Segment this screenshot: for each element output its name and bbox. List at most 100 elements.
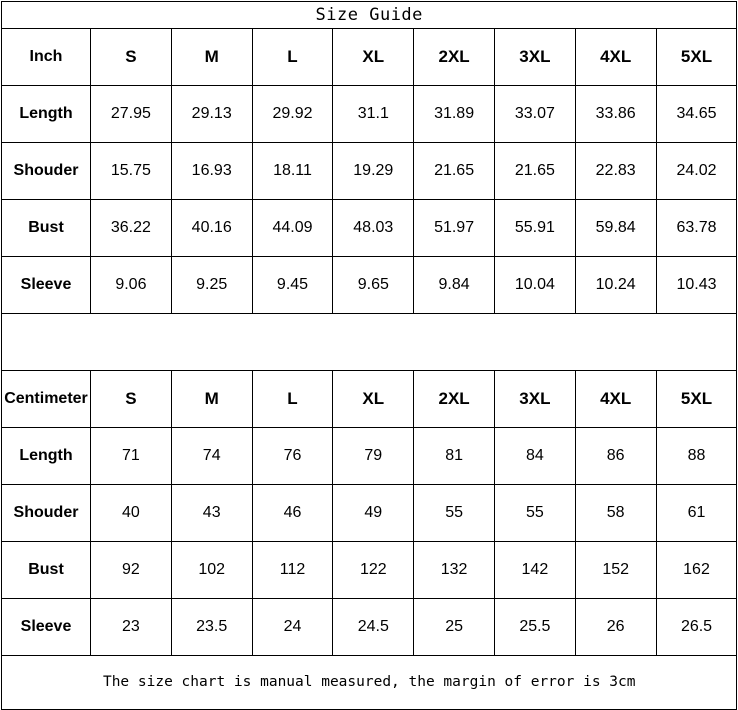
cell-sleeve-cm-3xl: 25.5 xyxy=(493,598,576,656)
cell-bust-cm-5xl: 162 xyxy=(655,541,738,599)
size-header-3xl: 3XL xyxy=(493,28,576,86)
cell-sleeve-cm-m: 23.5 xyxy=(170,598,253,656)
size-header-cm-4xl: 4XL xyxy=(574,370,657,428)
cell-bust-cm-xl: 122 xyxy=(332,541,415,599)
cell-bust-cm-l: 112 xyxy=(251,541,334,599)
cell-sleeve-inch-s: 9.06 xyxy=(90,256,172,314)
cell-sleeve-cm-2xl: 25 xyxy=(413,598,495,656)
size-header-4xl: 4XL xyxy=(574,28,657,86)
size-header-2xl: 2XL xyxy=(413,28,495,86)
cell-sleeve-cm-l: 24 xyxy=(251,598,334,656)
cell-length-inch-l: 29.92 xyxy=(251,85,334,143)
size-header-cm-3xl: 3XL xyxy=(493,370,576,428)
cell-length-cm-4xl: 86 xyxy=(574,427,657,485)
size-header-cm-2xl: 2XL xyxy=(413,370,495,428)
table-row: Length 71 74 76 79 81 84 86 88 xyxy=(1,427,738,485)
cell-bust-cm-m: 102 xyxy=(170,541,253,599)
cell-shouder-inch-3xl: 21.65 xyxy=(493,142,576,200)
table-row: Shouder 40 43 46 49 55 55 58 61 xyxy=(1,484,738,542)
cell-bust-inch-m: 40.16 xyxy=(170,199,253,257)
row-label-sleeve-cm: Sleeve xyxy=(1,598,91,656)
cell-sleeve-cm-4xl: 26 xyxy=(574,598,657,656)
table-separator xyxy=(0,313,738,371)
cell-sleeve-inch-3xl: 10.04 xyxy=(493,256,576,314)
row-label-length-inch: Length xyxy=(1,85,91,143)
cell-length-inch-5xl: 34.65 xyxy=(655,85,738,143)
cell-shouder-cm-l: 46 xyxy=(251,484,334,542)
cell-bust-inch-4xl: 59.84 xyxy=(574,199,657,257)
size-header-xl: XL xyxy=(332,28,415,86)
cell-shouder-inch-s: 15.75 xyxy=(90,142,172,200)
cell-shouder-cm-xl: 49 xyxy=(332,484,415,542)
size-header-cm-s: S xyxy=(90,370,172,428)
table-row: Sleeve 23 23.5 24 24.5 25 25.5 26 26.5 xyxy=(1,598,738,656)
size-header-cm-m: M xyxy=(170,370,253,428)
table-row: Bust 92 102 112 122 132 142 152 162 xyxy=(1,541,738,599)
cell-sleeve-cm-5xl: 26.5 xyxy=(655,598,738,656)
cell-length-inch-xl: 31.1 xyxy=(332,85,415,143)
row-label-shouder-inch: Shouder xyxy=(1,142,91,200)
cell-bust-cm-4xl: 152 xyxy=(574,541,657,599)
cell-bust-cm-s: 92 xyxy=(90,541,172,599)
cell-length-inch-3xl: 33.07 xyxy=(493,85,576,143)
title-row: Size Guide xyxy=(0,1,738,29)
cell-length-cm-l: 76 xyxy=(251,427,334,485)
cell-bust-inch-s: 36.22 xyxy=(90,199,172,257)
size-header-cm-5xl: 5XL xyxy=(655,370,738,428)
size-header-5xl: 5XL xyxy=(655,28,738,86)
cell-shouder-inch-2xl: 21.65 xyxy=(413,142,495,200)
size-header-s: S xyxy=(90,28,172,86)
row-label-sleeve-inch: Sleeve xyxy=(1,256,91,314)
size-header-cm-l: L xyxy=(251,370,334,428)
cell-length-inch-2xl: 31.89 xyxy=(413,85,495,143)
cell-shouder-inch-5xl: 24.02 xyxy=(655,142,738,200)
cell-shouder-inch-4xl: 22.83 xyxy=(574,142,657,200)
cell-length-inch-4xl: 33.86 xyxy=(574,85,657,143)
cell-length-cm-m: 74 xyxy=(170,427,253,485)
row-label-bust-cm: Bust xyxy=(1,541,91,599)
cell-sleeve-inch-4xl: 10.24 xyxy=(574,256,657,314)
table-row: Sleeve 9.06 9.25 9.45 9.65 9.84 10.04 10… xyxy=(1,256,738,314)
unit-header-centimeter: Centimeter xyxy=(1,370,91,428)
cell-bust-inch-5xl: 63.78 xyxy=(655,199,738,257)
cell-bust-cm-2xl: 132 xyxy=(413,541,495,599)
cell-sleeve-inch-l: 9.45 xyxy=(251,256,334,314)
table-row: Shouder 15.75 16.93 18.11 19.29 21.65 21… xyxy=(1,142,738,200)
cell-length-inch-m: 29.13 xyxy=(170,85,253,143)
size-header-m: M xyxy=(170,28,253,86)
size-header-cm-xl: XL xyxy=(332,370,415,428)
cell-shouder-cm-s: 40 xyxy=(90,484,172,542)
table-row: Bust 36.22 40.16 44.09 48.03 51.97 55.91… xyxy=(1,199,738,257)
footer-row: The size chart is manual measured, the m… xyxy=(0,655,738,710)
cell-shouder-cm-3xl: 55 xyxy=(493,484,576,542)
cell-sleeve-inch-xl: 9.65 xyxy=(332,256,415,314)
cell-length-cm-5xl: 88 xyxy=(655,427,738,485)
cell-length-cm-s: 71 xyxy=(90,427,172,485)
cell-sleeve-cm-s: 23 xyxy=(90,598,172,656)
unit-header-inch: Inch xyxy=(1,28,91,86)
cell-shouder-cm-4xl: 58 xyxy=(574,484,657,542)
row-label-length-cm: Length xyxy=(1,427,91,485)
cell-shouder-cm-m: 43 xyxy=(170,484,253,542)
table-row: Length 27.95 29.13 29.92 31.1 31.89 33.0… xyxy=(1,85,738,143)
spacer-row xyxy=(0,313,738,371)
cell-bust-inch-l: 44.09 xyxy=(251,199,334,257)
cell-shouder-inch-l: 18.11 xyxy=(251,142,334,200)
cell-sleeve-inch-2xl: 9.84 xyxy=(413,256,495,314)
row-label-shouder-cm: Shouder xyxy=(1,484,91,542)
row-label-bust-inch: Bust xyxy=(1,199,91,257)
cell-bust-inch-2xl: 51.97 xyxy=(413,199,495,257)
cell-bust-inch-3xl: 55.91 xyxy=(493,199,576,257)
cell-length-cm-xl: 79 xyxy=(332,427,415,485)
centimeter-header-row: Centimeter S M L XL 2XL 3XL 4XL 5XL xyxy=(1,370,738,428)
cell-sleeve-inch-5xl: 10.43 xyxy=(655,256,738,314)
size-header-l: L xyxy=(251,28,334,86)
inch-header-row: Inch S M L XL 2XL 3XL 4XL 5XL xyxy=(1,28,738,86)
cell-shouder-cm-5xl: 61 xyxy=(655,484,738,542)
page-title: Size Guide xyxy=(0,1,738,29)
cell-bust-cm-3xl: 142 xyxy=(493,541,576,599)
cell-shouder-inch-m: 16.93 xyxy=(170,142,253,200)
cell-sleeve-inch-m: 9.25 xyxy=(170,256,253,314)
cell-length-cm-2xl: 81 xyxy=(413,427,495,485)
